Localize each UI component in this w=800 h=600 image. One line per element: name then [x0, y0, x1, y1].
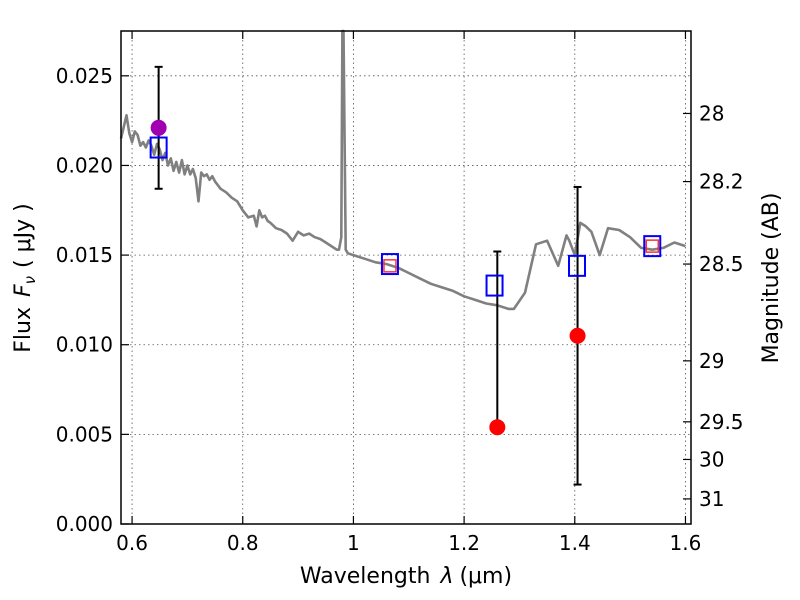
x-tick-label: 0.6 [116, 531, 148, 555]
axes-layer: 0.6 0.8 1 1.2 1.4 1.6 0.000 0.005 0.010 0.015 0.02… [56, 30, 744, 555]
y2-tick-label: 29 [699, 349, 724, 373]
x-axis-label: Wavelength λ (μm) [300, 564, 512, 589]
special-point-marker [150, 119, 167, 136]
y2-tick-label: 30 [699, 447, 724, 471]
y-axis-label-text: Flux [11, 307, 36, 353]
x-axis-label-symbol: λ [439, 564, 453, 589]
x-tick-label: 1.4 [559, 531, 591, 555]
y-tick-label: 0.000 [56, 512, 113, 536]
y-axis-label-symbol: F [11, 284, 36, 297]
x-tick-label: 1.6 [670, 531, 702, 555]
y-tick-label: 0.005 [56, 422, 113, 446]
y2-tick-label: 31 [699, 487, 724, 511]
y2-tick-label: 28.2 [699, 170, 744, 194]
y2-tick-label: 28.5 [699, 252, 744, 276]
y-tick-label: 0.010 [56, 333, 113, 357]
x-tick-label: 1.2 [448, 531, 480, 555]
y-tick-label: 0.020 [56, 153, 113, 177]
spectrum-layer [119, 29, 686, 311]
x-axis-label-text: Wavelength [300, 564, 431, 589]
x-tick-label: 1 [347, 531, 360, 555]
y-tick-label: 0.015 [56, 243, 113, 267]
y-axis-label: Flux Fν ( μJy ) [11, 203, 39, 352]
x-axis-label-unit: (μm) [459, 564, 512, 589]
detection-marker [569, 327, 586, 344]
model-square-marker [149, 136, 168, 159]
observed-square-marker [383, 259, 397, 273]
y2-tick-label: 29.5 [699, 410, 744, 434]
x-tick-label: 0.8 [227, 531, 259, 555]
model-square-marker [380, 253, 399, 276]
points-layer [149, 119, 662, 436]
model-square-marker [643, 235, 662, 258]
grid-layer [121, 31, 691, 525]
y-axis-label-subscript: ν [21, 276, 39, 284]
y2-tick-label: 28 [699, 101, 724, 125]
observed-square-marker [645, 239, 660, 253]
detection-marker [489, 419, 506, 436]
y-tick-label: 0.025 [56, 64, 113, 88]
detection-errorbar [493, 250, 502, 429]
spectrum-line [119, 29, 686, 311]
y-axis-label-unit: ( μJy ) [11, 203, 36, 268]
y2-axis-label: Magnitude (AB) [759, 193, 784, 364]
plot-frame [120, 30, 692, 525]
model-square-marker [485, 274, 504, 297]
errorbar-layer [154, 65, 582, 486]
model-square-marker [568, 254, 586, 277]
